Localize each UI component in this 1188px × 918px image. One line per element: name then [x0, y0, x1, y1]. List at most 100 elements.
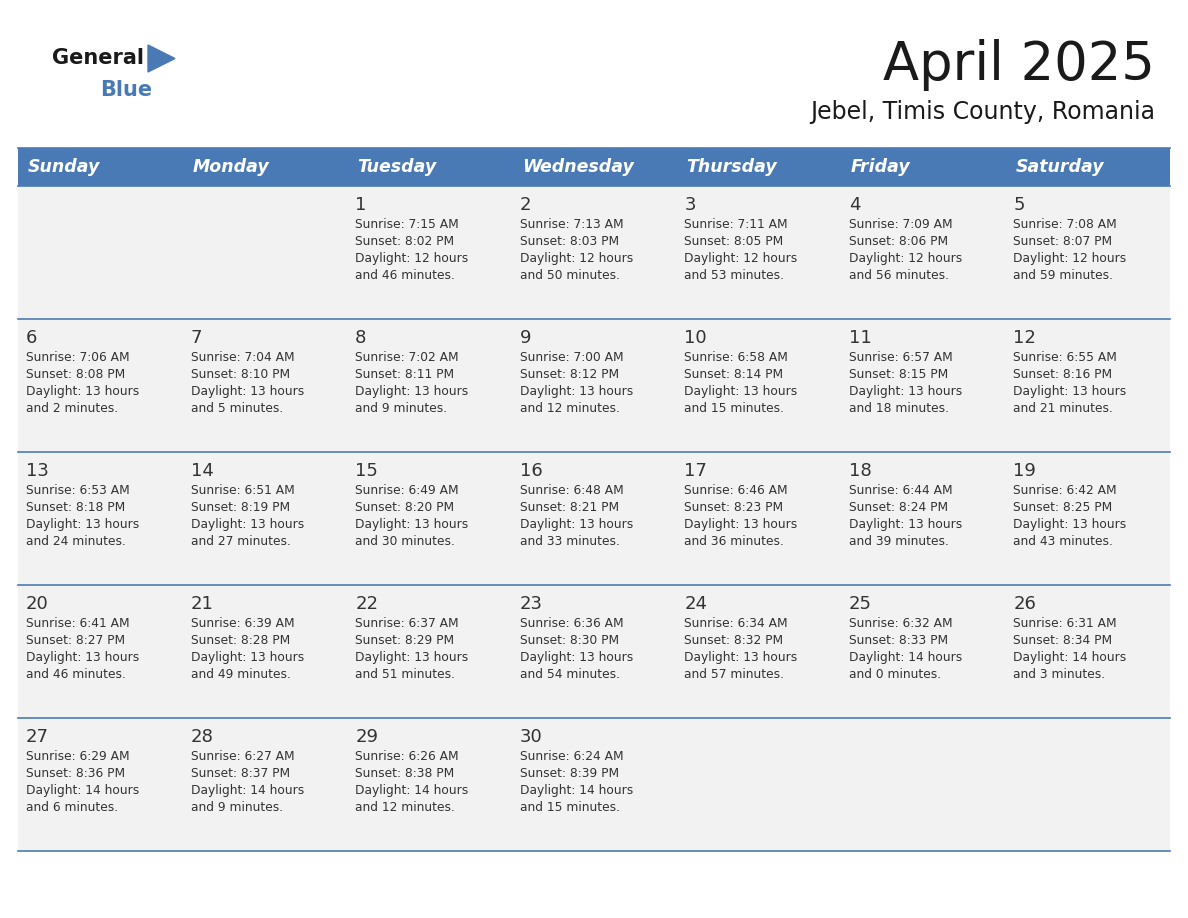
Text: Sunrise: 6:49 AM: Sunrise: 6:49 AM — [355, 484, 459, 497]
Text: Sunset: 8:03 PM: Sunset: 8:03 PM — [519, 235, 619, 248]
Text: Sunrise: 7:04 AM: Sunrise: 7:04 AM — [190, 351, 295, 364]
Text: Sunrise: 6:27 AM: Sunrise: 6:27 AM — [190, 750, 295, 763]
Text: Sunset: 8:23 PM: Sunset: 8:23 PM — [684, 501, 783, 514]
Text: Sunrise: 6:51 AM: Sunrise: 6:51 AM — [190, 484, 295, 497]
Text: Sunset: 8:16 PM: Sunset: 8:16 PM — [1013, 368, 1112, 381]
Text: Daylight: 12 hours: Daylight: 12 hours — [684, 252, 797, 265]
Text: Daylight: 13 hours: Daylight: 13 hours — [355, 518, 468, 531]
Text: Sunrise: 6:32 AM: Sunrise: 6:32 AM — [849, 617, 953, 630]
Text: Sunset: 8:29 PM: Sunset: 8:29 PM — [355, 634, 454, 647]
Text: 29: 29 — [355, 728, 378, 746]
Text: Daylight: 14 hours: Daylight: 14 hours — [26, 784, 139, 797]
Bar — [18, 452, 183, 585]
Text: and 57 minutes.: and 57 minutes. — [684, 668, 784, 681]
Text: Daylight: 12 hours: Daylight: 12 hours — [849, 252, 962, 265]
Text: and 0 minutes.: and 0 minutes. — [849, 668, 941, 681]
Text: Daylight: 13 hours: Daylight: 13 hours — [190, 518, 304, 531]
Text: 13: 13 — [26, 462, 49, 480]
Text: Daylight: 13 hours: Daylight: 13 hours — [190, 651, 304, 664]
Text: Thursday: Thursday — [687, 158, 777, 176]
Text: Daylight: 13 hours: Daylight: 13 hours — [519, 385, 633, 398]
Text: Jebel, Timis County, Romania: Jebel, Timis County, Romania — [810, 100, 1155, 124]
Text: Sunrise: 7:00 AM: Sunrise: 7:00 AM — [519, 351, 624, 364]
Text: 9: 9 — [519, 329, 531, 347]
Text: Sunset: 8:39 PM: Sunset: 8:39 PM — [519, 767, 619, 780]
Text: Sunset: 8:30 PM: Sunset: 8:30 PM — [519, 634, 619, 647]
Text: General: General — [52, 48, 144, 68]
Text: Sunset: 8:14 PM: Sunset: 8:14 PM — [684, 368, 783, 381]
Text: and 27 minutes.: and 27 minutes. — [190, 535, 290, 548]
Bar — [18, 148, 1170, 186]
Text: Sunset: 8:27 PM: Sunset: 8:27 PM — [26, 634, 125, 647]
Text: Daylight: 14 hours: Daylight: 14 hours — [190, 784, 304, 797]
Text: Sunset: 8:28 PM: Sunset: 8:28 PM — [190, 634, 290, 647]
Bar — [183, 319, 347, 452]
Text: 2: 2 — [519, 196, 531, 214]
Text: Daylight: 13 hours: Daylight: 13 hours — [26, 385, 139, 398]
Bar — [347, 452, 512, 585]
Text: and 59 minutes.: and 59 minutes. — [1013, 269, 1113, 282]
Text: Sunset: 8:07 PM: Sunset: 8:07 PM — [1013, 235, 1112, 248]
Text: Sunset: 8:20 PM: Sunset: 8:20 PM — [355, 501, 454, 514]
Text: Sunrise: 6:37 AM: Sunrise: 6:37 AM — [355, 617, 459, 630]
Text: Sunday: Sunday — [29, 158, 100, 176]
Text: 28: 28 — [190, 728, 214, 746]
Bar — [347, 319, 512, 452]
Text: Sunrise: 7:15 AM: Sunrise: 7:15 AM — [355, 218, 459, 231]
Text: Sunset: 8:08 PM: Sunset: 8:08 PM — [26, 368, 125, 381]
Text: Daylight: 13 hours: Daylight: 13 hours — [519, 651, 633, 664]
Text: Daylight: 13 hours: Daylight: 13 hours — [355, 651, 468, 664]
Text: and 53 minutes.: and 53 minutes. — [684, 269, 784, 282]
Bar — [347, 718, 512, 851]
Bar — [183, 186, 347, 319]
Text: 7: 7 — [190, 329, 202, 347]
Text: and 2 minutes.: and 2 minutes. — [26, 402, 118, 415]
Text: and 39 minutes.: and 39 minutes. — [849, 535, 949, 548]
Text: and 12 minutes.: and 12 minutes. — [519, 402, 620, 415]
Bar — [841, 585, 1005, 718]
Bar — [18, 585, 183, 718]
Text: Sunset: 8:25 PM: Sunset: 8:25 PM — [1013, 501, 1113, 514]
Text: 12: 12 — [1013, 329, 1036, 347]
Text: Wednesday: Wednesday — [522, 158, 633, 176]
Bar — [676, 452, 841, 585]
Text: Sunset: 8:38 PM: Sunset: 8:38 PM — [355, 767, 454, 780]
Text: Daylight: 14 hours: Daylight: 14 hours — [1013, 651, 1126, 664]
Text: and 46 minutes.: and 46 minutes. — [355, 269, 455, 282]
Text: 5: 5 — [1013, 196, 1025, 214]
Text: and 15 minutes.: and 15 minutes. — [519, 801, 620, 814]
Bar — [512, 452, 676, 585]
Text: 4: 4 — [849, 196, 860, 214]
Text: 23: 23 — [519, 595, 543, 613]
Bar — [1005, 718, 1170, 851]
Text: and 15 minutes.: and 15 minutes. — [684, 402, 784, 415]
Text: Daylight: 13 hours: Daylight: 13 hours — [684, 518, 797, 531]
Text: Sunset: 8:37 PM: Sunset: 8:37 PM — [190, 767, 290, 780]
Bar — [183, 718, 347, 851]
Text: 26: 26 — [1013, 595, 1036, 613]
Text: Sunset: 8:15 PM: Sunset: 8:15 PM — [849, 368, 948, 381]
Text: Monday: Monday — [192, 158, 270, 176]
Text: and 12 minutes.: and 12 minutes. — [355, 801, 455, 814]
Text: 8: 8 — [355, 329, 367, 347]
Bar — [347, 186, 512, 319]
Text: Blue: Blue — [100, 80, 152, 100]
Text: 22: 22 — [355, 595, 378, 613]
Text: 1: 1 — [355, 196, 367, 214]
Text: Sunrise: 6:48 AM: Sunrise: 6:48 AM — [519, 484, 624, 497]
Text: Daylight: 13 hours: Daylight: 13 hours — [1013, 385, 1126, 398]
Bar — [512, 718, 676, 851]
Text: Sunrise: 7:13 AM: Sunrise: 7:13 AM — [519, 218, 624, 231]
Bar — [1005, 585, 1170, 718]
Bar — [1005, 452, 1170, 585]
Text: and 46 minutes.: and 46 minutes. — [26, 668, 126, 681]
Text: and 49 minutes.: and 49 minutes. — [190, 668, 290, 681]
Text: Sunrise: 6:29 AM: Sunrise: 6:29 AM — [26, 750, 129, 763]
Text: and 51 minutes.: and 51 minutes. — [355, 668, 455, 681]
Text: 6: 6 — [26, 329, 37, 347]
Text: Daylight: 13 hours: Daylight: 13 hours — [1013, 518, 1126, 531]
Bar — [347, 585, 512, 718]
Text: Daylight: 13 hours: Daylight: 13 hours — [684, 651, 797, 664]
Text: 21: 21 — [190, 595, 214, 613]
Text: Sunrise: 6:57 AM: Sunrise: 6:57 AM — [849, 351, 953, 364]
